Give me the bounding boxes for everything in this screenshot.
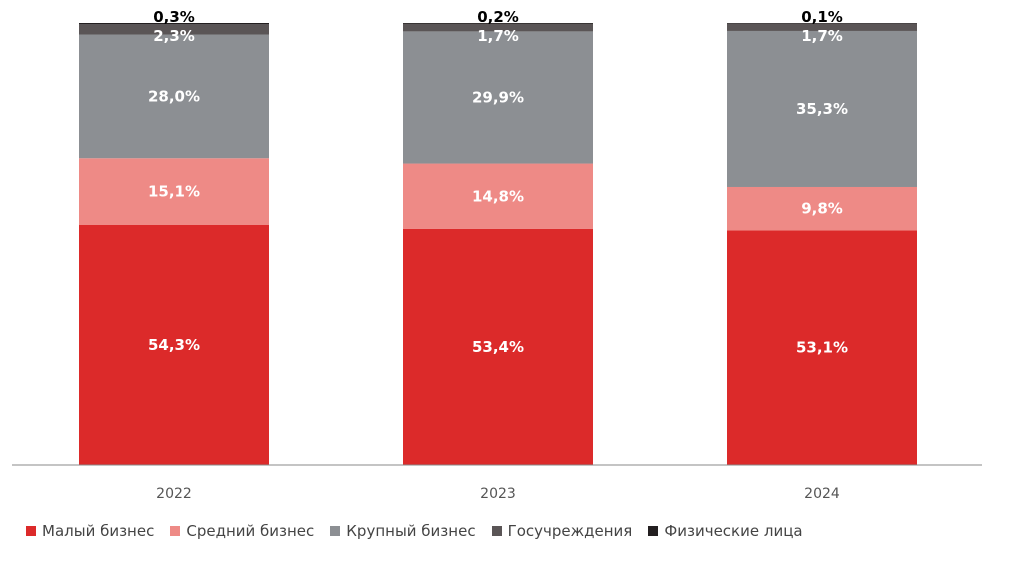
bar-segment — [79, 24, 269, 35]
x-tick-label: 2024 — [804, 486, 840, 502]
data-labels-group: 54,3% 15,1% 28,0% 2,3%0,3% 53,4% 14,8% 29,9% 1,… — [148, 8, 848, 357]
data-label: 0,3% — [153, 8, 195, 26]
bar-segment — [79, 224, 269, 465]
data-label: 15,1% — [148, 183, 200, 201]
data-label: 28,0% — [148, 87, 200, 105]
bar-segment — [727, 230, 917, 465]
legend-label: Крупный бизнес — [346, 522, 476, 540]
data-label: 14,8% — [472, 187, 524, 205]
data-label: 29,9% — [472, 88, 524, 106]
legend-swatch — [26, 526, 36, 536]
legend-item: Средний бизнес — [170, 522, 314, 540]
x-tick-label: 2022 — [156, 486, 192, 502]
legend-item: Физические лица — [648, 522, 803, 540]
bar-segment — [403, 31, 593, 164]
legend: Малый бизнес Средний бизнес Крупный бизнес… — [26, 522, 819, 540]
data-label: 35,3% — [796, 100, 848, 118]
legend-label: Средний бизнес — [186, 522, 315, 540]
data-label: 53,1% — [796, 339, 848, 357]
legend-label: Малый бизнес — [42, 522, 155, 540]
bars-group — [79, 23, 917, 465]
data-label: 0,1% — [801, 8, 843, 26]
bar-segment — [403, 23, 593, 32]
bar-segment — [79, 23, 269, 25]
bar-segment — [79, 158, 269, 225]
data-label: 9,8% — [801, 200, 843, 218]
bar-segment — [79, 34, 269, 159]
legend-item: Госучреждения — [491, 522, 633, 540]
data-label: 2,3% — [153, 27, 195, 45]
legend-swatch — [648, 526, 659, 536]
data-label: 53,4% — [472, 338, 524, 356]
legend-label: Госучреждения — [507, 522, 633, 540]
data-label: 0,2% — [477, 8, 519, 26]
legend-label: Физические лица — [664, 522, 803, 540]
bar-segment — [727, 186, 917, 231]
data-label: 1,7% — [801, 27, 843, 45]
legend-swatch — [330, 526, 341, 536]
bar-segment — [727, 23, 917, 31]
legend-item: Крупный бизнес — [330, 522, 476, 540]
legend-swatch — [491, 526, 502, 536]
bar-segment — [403, 163, 593, 229]
bar-segment — [403, 228, 593, 465]
x-tick-labels-group: 2022 2023 2024 — [156, 486, 840, 502]
bar-segment — [403, 23, 593, 24]
x-tick-label: 2023 — [480, 486, 516, 502]
data-label: 1,7% — [477, 27, 519, 45]
legend-item: Малый бизнес — [26, 522, 154, 540]
bar-segment — [727, 30, 917, 187]
data-label: 54,3% — [148, 336, 200, 354]
legend-swatch — [170, 526, 181, 536]
